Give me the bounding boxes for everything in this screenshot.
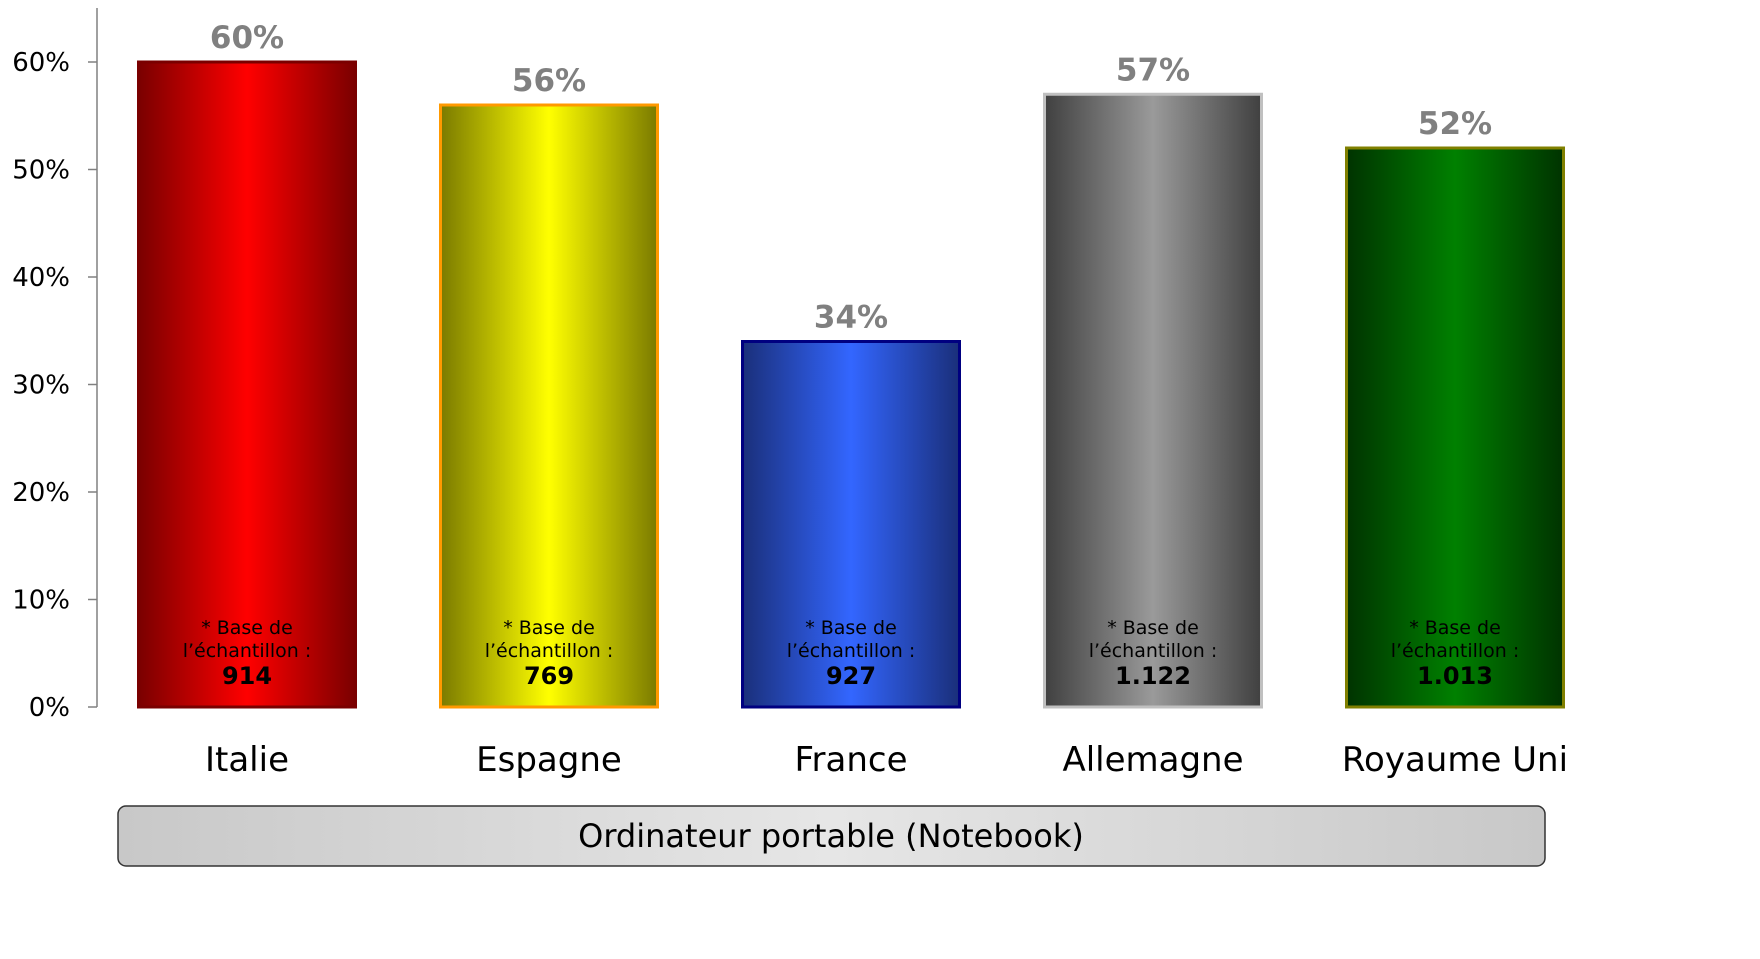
sample-note-line1: * Base de [1409, 617, 1501, 639]
category-label-espagne: Espagne [476, 740, 622, 780]
sample-size-royaume-uni: 1.013 [1417, 662, 1493, 690]
y-tick-label: 40% [12, 263, 70, 293]
value-label-france: 34% [814, 300, 888, 336]
sample-note-line2: l’échantillon : [1391, 640, 1520, 662]
bar-group-italie: 60% * Base del’échantillon :914 [137, 20, 357, 709]
bar-allemagne [1043, 92, 1263, 709]
y-tick-label: 30% [12, 371, 70, 401]
value-label-royaume-uni: 52% [1418, 106, 1492, 142]
sample-note-line1: * Base de [201, 617, 293, 639]
category-label-italie: Italie [205, 740, 289, 780]
bar-group-france: 34% * Base del’échantillon :927 [741, 300, 961, 709]
footer: Ordinateur portable (Notebook) [117, 805, 1546, 867]
y-tick-label: 20% [12, 478, 70, 508]
sample-note-line2: l’échantillon : [485, 640, 614, 662]
category-label-allemagne: Allemagne [1062, 740, 1243, 780]
category-label-royaume-uni: Royaume Uni [1342, 740, 1568, 780]
value-label-allemagne: 57% [1116, 52, 1190, 88]
value-label-espagne: 56% [512, 63, 586, 99]
footer-label: Ordinateur portable (Notebook) [578, 817, 1084, 855]
bar-group-allemagne: 57% * Base del’échantillon :1.122 [1043, 52, 1263, 709]
sample-size-allemagne: 1.122 [1115, 662, 1191, 690]
sample-note-line1: * Base de [1107, 617, 1199, 639]
sample-size-france: 927 [826, 662, 876, 690]
category-label-france: France [794, 740, 907, 780]
y-axis: 0% 10% 20% 30% 40% 50% 60% [12, 8, 98, 723]
sample-note-line1: * Base de [805, 617, 897, 639]
bar-italie [137, 60, 357, 709]
y-tick-label: 50% [12, 156, 70, 186]
bar-royaume-uni [1345, 146, 1565, 709]
sample-size-espagne: 769 [524, 662, 574, 690]
sample-note-line2: l’échantillon : [1089, 640, 1218, 662]
bar-espagne [439, 103, 659, 709]
sample-size-italie: 914 [222, 662, 272, 690]
value-label-italie: 60% [210, 20, 284, 56]
bar-group-espagne: 56% * Base del’échantillon :769 [439, 63, 659, 709]
y-tick-label: 10% [12, 586, 70, 616]
bar-group-royaume-uni: 52% * Base del’échantillon :1.013 [1345, 106, 1565, 709]
footer-box [117, 805, 1546, 867]
sample-note-line1: * Base de [503, 617, 595, 639]
bar-france [741, 340, 961, 709]
bars: 60%* Base del’échantillon :914Italie56%*… [137, 20, 1568, 780]
y-tick-label: 0% [29, 693, 70, 723]
sample-note-line2: l’échantillon : [787, 640, 916, 662]
y-tick-label: 60% [12, 48, 70, 78]
sample-note-line2: l’échantillon : [183, 640, 312, 662]
